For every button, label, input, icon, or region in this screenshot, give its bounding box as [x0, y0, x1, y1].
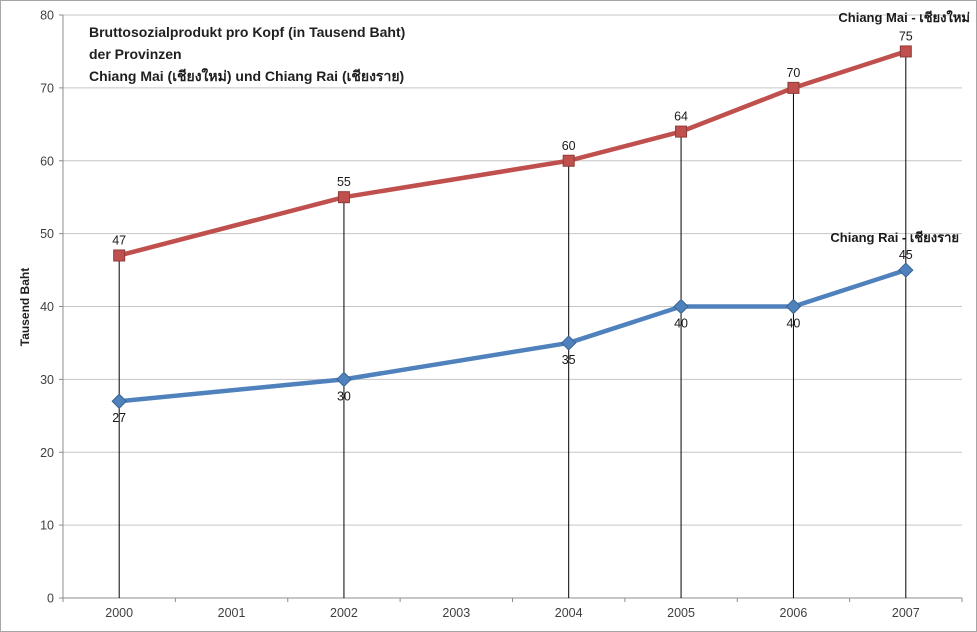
data-label: 45	[899, 248, 913, 262]
data-label: 75	[899, 29, 913, 43]
x-tick-label: 2000	[105, 606, 133, 620]
y-tick-label: 0	[47, 592, 54, 606]
marker-square-0	[337, 191, 350, 204]
x-tick-label: 2002	[330, 606, 358, 620]
series-label-chiang-mai: Chiang Mai - เชียงใหม่	[838, 10, 970, 25]
marker-square-0	[899, 45, 912, 58]
marker-diamond-1	[785, 298, 802, 315]
marker-square-0	[787, 81, 800, 94]
x-tick-label: 2006	[780, 606, 808, 620]
series-line-0	[116, 49, 909, 258]
y-tick-label: 60	[40, 154, 54, 168]
series-line-1	[116, 267, 909, 404]
marker-diamond-1	[560, 335, 577, 351]
marker-diamond-1	[673, 298, 689, 315]
data-label: 64	[674, 110, 688, 124]
y-tick-label: 80	[40, 9, 54, 23]
data-label: 30	[337, 389, 351, 403]
marker-diamond-1	[898, 262, 914, 278]
x-tick-label: 2004	[555, 606, 583, 620]
y-tick-label: 10	[40, 519, 54, 533]
chart-title-line-1: Bruttosozialprodukt pro Kopf (in Tausend…	[89, 24, 406, 40]
data-label: 27	[112, 411, 126, 425]
data-label: 60	[562, 139, 576, 153]
marker-diamond-1	[336, 371, 352, 388]
y-axis-title: Tausend Baht	[18, 267, 32, 347]
y-tick-label: 30	[40, 373, 54, 387]
x-tick-label: 2007	[892, 606, 920, 620]
marker-square-0	[113, 249, 126, 262]
x-tick-label: 2001	[218, 606, 246, 620]
marker-diamond-1	[111, 393, 127, 409]
chart-title-line-3: Chiang Mai (เชียงใหม่) und Chiang Rai (เ…	[89, 68, 405, 84]
data-label: 35	[562, 353, 576, 367]
marker-square-0	[675, 125, 688, 138]
y-tick-label: 20	[40, 446, 54, 460]
marker-square-0	[562, 154, 575, 167]
x-tick-label: 2003	[442, 606, 470, 620]
y-tick-label: 50	[40, 227, 54, 241]
data-label: 40	[674, 317, 688, 331]
chart-title-line-2: der Provinzen	[89, 46, 182, 62]
data-label: 70	[786, 66, 800, 80]
x-tick-label: 2005	[667, 606, 695, 620]
data-label: 55	[337, 175, 351, 189]
chart-title: Bruttosozialprodukt pro Kopf (in Tausend…	[89, 21, 405, 87]
y-tick-label: 70	[40, 81, 54, 95]
y-tick-label: 40	[40, 300, 54, 314]
data-label: 40	[786, 317, 800, 331]
data-label: 47	[112, 233, 126, 247]
series-label-chiang-rai: Chiang Rai - เชียงราย	[830, 230, 959, 245]
